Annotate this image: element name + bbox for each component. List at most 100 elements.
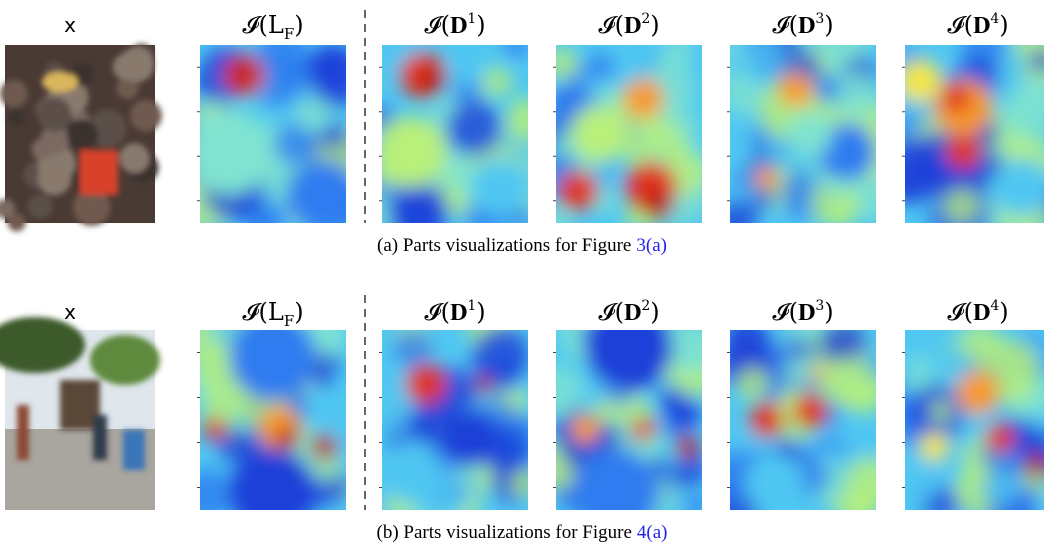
heatmap-blob: [669, 396, 702, 429]
column-label: 𝓘(𝐃4): [947, 11, 1008, 39]
heatmap-blob: [504, 32, 530, 58]
label-sup: 3: [815, 11, 824, 27]
coral: [8, 213, 26, 231]
column-label: 𝓘(𝐃2): [598, 11, 659, 39]
heatmap-blob: [274, 123, 315, 164]
label-close: ): [824, 11, 833, 39]
label-main: 𝓘(𝐃: [947, 11, 990, 39]
heatmap-blob: [929, 399, 952, 422]
fish: [42, 72, 78, 92]
heatmap-blob: [685, 494, 710, 519]
label-close: ): [476, 11, 485, 39]
label-close: ): [824, 298, 833, 326]
heatmap-spot: [234, 65, 254, 85]
heatmap-spot: [778, 72, 813, 106]
heatmap-spot: [755, 167, 778, 190]
column-label: 𝓘(𝐃4): [947, 298, 1008, 326]
heatmap-blob: [543, 207, 572, 236]
label-main: 𝓘(𝐃: [772, 11, 815, 39]
column-label: 𝓘(LF): [242, 11, 303, 43]
heatmap-blob: [447, 53, 481, 87]
heatmap-spot: [942, 84, 971, 112]
heatmap-blob: [675, 454, 707, 486]
column-label: 𝓘(𝐃2): [598, 298, 659, 326]
label-close: ): [650, 298, 659, 326]
label-main: 𝓘(L: [242, 298, 284, 326]
column-label: 𝓘(LF): [242, 298, 303, 330]
label-sub: F: [284, 312, 294, 330]
heatmap-spot: [985, 424, 1014, 453]
heatmap-blob: [309, 43, 359, 93]
red-coral: [80, 150, 118, 195]
page: x𝓘(LF)𝓘(𝐃1)𝓘(𝐃2)𝓘(𝐃3)𝓘(𝐃4)(a) Parts visu…: [0, 0, 1044, 554]
person: [17, 405, 29, 460]
heatmap-fill: [530, 300, 724, 535]
heatmap-blob: [724, 77, 762, 115]
input-label: x: [64, 300, 76, 324]
heatmap-blob: [181, 469, 233, 521]
heatmap-spot: [644, 191, 673, 219]
column-label: 𝓘(𝐃1): [424, 11, 485, 39]
heatmap-spot: [276, 426, 299, 449]
heatmap-spot: [475, 375, 493, 392]
heatmap-spot: [571, 415, 600, 444]
heatmap-blob: [352, 378, 412, 438]
heatmap-spot: [632, 417, 655, 440]
heatmap-spot: [288, 161, 361, 232]
heatmap-spot: [810, 368, 825, 382]
label-sup: 1: [467, 298, 476, 314]
heatmap-blob: [880, 137, 943, 200]
label-main: 𝓘(𝐃: [598, 298, 641, 326]
heatmap-spot: [898, 59, 942, 102]
label-sup: 2: [641, 11, 650, 27]
heatmap-blob: [276, 64, 299, 87]
label-main: 𝓘(𝐃: [424, 11, 467, 39]
heatmap-spot: [440, 409, 498, 467]
heatmap-blob: [662, 37, 692, 67]
label-sup: 2: [641, 298, 650, 314]
heatmap-spot: [405, 364, 446, 404]
heatmap-blob: [446, 101, 502, 157]
label-close: ): [476, 298, 485, 326]
label-sup: 3: [815, 298, 824, 314]
bin: [123, 430, 145, 470]
heatmap-blob: [482, 67, 512, 97]
coral: [67, 119, 98, 150]
coral: [28, 194, 53, 219]
heatmap-spot: [623, 78, 664, 118]
heatmap-blob: [736, 367, 769, 400]
heatmap-spot: [749, 403, 784, 438]
heatmap-blob: [530, 365, 583, 418]
label-close: ): [294, 11, 303, 39]
heatmap-blob: [322, 123, 347, 148]
heatmap-spot: [229, 314, 317, 400]
caption-ref: 4(a): [637, 522, 668, 543]
heatmap-blob: [545, 47, 579, 81]
label-main: 𝓘(𝐃: [772, 298, 815, 326]
heatmap-spot: [185, 109, 273, 194]
label-main: 𝓘(𝐃: [598, 11, 641, 39]
heatmap-blob: [960, 322, 1001, 363]
heatmap-blob: [668, 323, 720, 375]
label-close: ): [294, 298, 303, 326]
input-label: x: [64, 13, 76, 37]
column-label: 𝓘(𝐃3): [772, 11, 833, 39]
heatmap-blob: [513, 97, 536, 120]
column-label: 𝓘(𝐃3): [772, 298, 833, 326]
coral: [37, 98, 71, 132]
label-sup: 4: [990, 11, 999, 27]
heatmap-spot: [676, 435, 699, 458]
person: [93, 415, 107, 460]
heatmap-spot: [956, 371, 1000, 414]
figure: x𝓘(LF)𝓘(𝐃1)𝓘(𝐃2)𝓘(𝐃3)𝓘(𝐃4)(a) Parts visu…: [0, 0, 1044, 554]
label-main: 𝓘(𝐃: [947, 298, 990, 326]
coral: [32, 139, 54, 161]
label-sup: 4: [990, 298, 999, 314]
caption-text: (b) Parts visualizations for Figure: [377, 522, 632, 543]
caption-ref: 3(a): [636, 235, 667, 256]
coral: [130, 100, 162, 132]
heatmap-spot: [745, 454, 803, 512]
label-close: ): [999, 11, 1008, 39]
